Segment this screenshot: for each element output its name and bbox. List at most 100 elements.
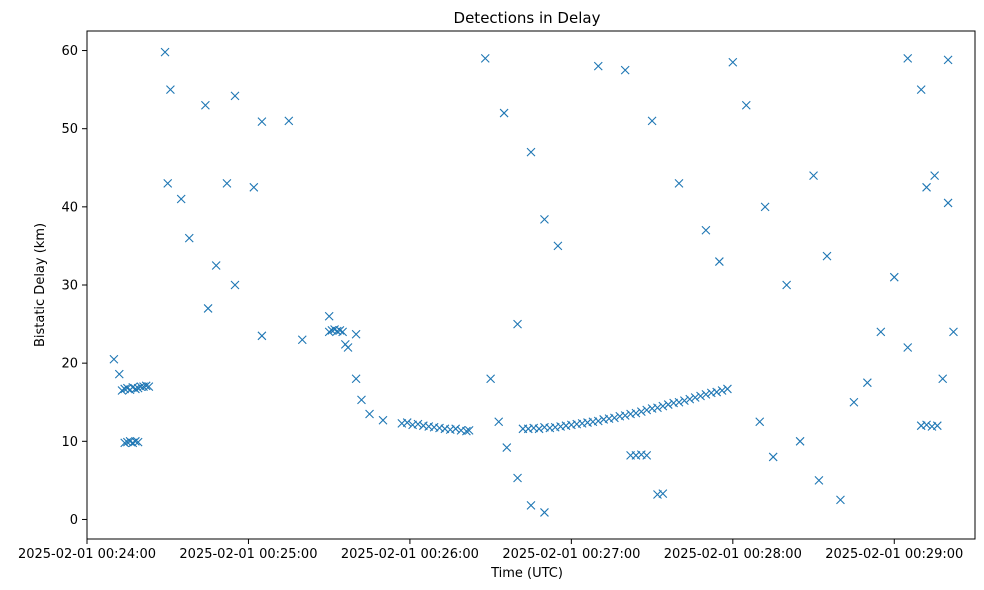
data-point bbox=[249, 182, 259, 192]
data-point bbox=[257, 117, 267, 127]
data-point bbox=[647, 116, 657, 126]
data-point bbox=[540, 214, 549, 224]
data-point bbox=[338, 327, 348, 337]
data-point bbox=[836, 495, 845, 505]
data-point bbox=[755, 417, 765, 427]
data-point bbox=[653, 403, 662, 413]
data-point bbox=[714, 257, 724, 266]
data-point bbox=[642, 405, 652, 415]
data-point bbox=[462, 426, 471, 436]
data-point bbox=[513, 319, 522, 329]
x-tick-label: 2025-02-01 00:29:00 bbox=[825, 547, 963, 562]
plot-area bbox=[86, 30, 976, 540]
data-point bbox=[534, 424, 544, 434]
data-point bbox=[723, 384, 732, 394]
data-point bbox=[109, 354, 119, 364]
chart-title: Detections in Delay bbox=[454, 9, 601, 27]
data-point bbox=[324, 311, 334, 321]
x-axis: 2025-02-01 00:24:00 2025-02-01 00:25:00 20… bbox=[18, 539, 963, 562]
data-point bbox=[144, 382, 154, 391]
data-point bbox=[176, 194, 186, 204]
data-point bbox=[201, 100, 210, 110]
data-point bbox=[943, 55, 953, 65]
data-point bbox=[203, 304, 213, 313]
data-point bbox=[876, 327, 886, 337]
y-tick-label: 10 bbox=[61, 435, 78, 450]
data-point bbox=[133, 437, 143, 447]
data-point bbox=[916, 85, 926, 95]
data-point bbox=[133, 383, 143, 393]
data-point bbox=[674, 179, 684, 188]
data-point bbox=[413, 419, 423, 429]
data-point bbox=[513, 473, 522, 483]
data-point bbox=[809, 171, 818, 180]
data-point bbox=[696, 391, 705, 401]
data-point bbox=[620, 411, 630, 420]
data-point bbox=[284, 116, 294, 126]
data-point bbox=[943, 198, 953, 208]
data-point bbox=[526, 147, 536, 157]
data-point bbox=[922, 420, 931, 430]
data-point bbox=[464, 425, 474, 435]
data-point bbox=[903, 53, 913, 63]
data-point bbox=[230, 280, 240, 290]
data-point bbox=[593, 61, 603, 71]
data-point bbox=[903, 343, 913, 352]
data-point bbox=[674, 397, 684, 407]
data-point bbox=[658, 489, 668, 499]
data-point bbox=[166, 85, 175, 95]
data-point bbox=[701, 225, 711, 235]
data-point bbox=[131, 436, 140, 446]
data-point bbox=[922, 182, 931, 192]
data-point bbox=[717, 386, 727, 395]
data-point bbox=[114, 369, 124, 379]
data-point bbox=[351, 329, 361, 339]
data-point bbox=[222, 179, 232, 188]
data-point bbox=[889, 272, 899, 282]
data-point bbox=[324, 327, 334, 337]
data-point bbox=[620, 65, 630, 75]
data-point bbox=[131, 384, 140, 394]
y-tick-label: 60 bbox=[61, 44, 78, 59]
y-tick-label: 40 bbox=[61, 200, 78, 215]
data-point bbox=[760, 202, 770, 212]
data-point bbox=[768, 452, 778, 462]
data-point bbox=[141, 381, 151, 391]
data-point bbox=[486, 374, 496, 384]
data-point bbox=[685, 394, 695, 404]
y-tick-label: 50 bbox=[61, 122, 78, 137]
data-point bbox=[502, 443, 512, 452]
x-tick-label: 2025-02-01 00:28:00 bbox=[664, 547, 802, 562]
data-point bbox=[160, 47, 170, 57]
data-point bbox=[679, 396, 689, 406]
data-point bbox=[365, 409, 374, 419]
y-tick-label: 20 bbox=[61, 357, 78, 372]
data-point bbox=[402, 418, 412, 427]
data-point bbox=[230, 91, 240, 101]
data-point bbox=[378, 415, 388, 425]
data-point bbox=[540, 508, 549, 517]
data-point bbox=[663, 400, 673, 409]
data-point bbox=[814, 475, 824, 485]
data-point bbox=[117, 386, 127, 395]
data-point bbox=[526, 501, 536, 510]
data-point bbox=[631, 408, 641, 418]
data-point bbox=[257, 331, 267, 341]
data-point bbox=[701, 390, 711, 399]
data-point bbox=[351, 374, 361, 384]
data-point bbox=[494, 417, 504, 427]
data-point bbox=[782, 280, 792, 290]
data-point bbox=[593, 416, 603, 426]
data-point bbox=[335, 325, 345, 335]
data-point bbox=[357, 395, 366, 405]
y-tick-label: 0 bbox=[70, 513, 78, 528]
y-tick-label: 30 bbox=[61, 279, 78, 294]
data-point bbox=[553, 241, 563, 251]
data-point bbox=[930, 171, 940, 180]
data-point bbox=[932, 421, 942, 431]
data-point bbox=[297, 335, 307, 345]
x-tick-label: 2025-02-01 00:26:00 bbox=[341, 547, 479, 562]
data-points bbox=[109, 47, 958, 517]
data-point bbox=[938, 374, 948, 384]
